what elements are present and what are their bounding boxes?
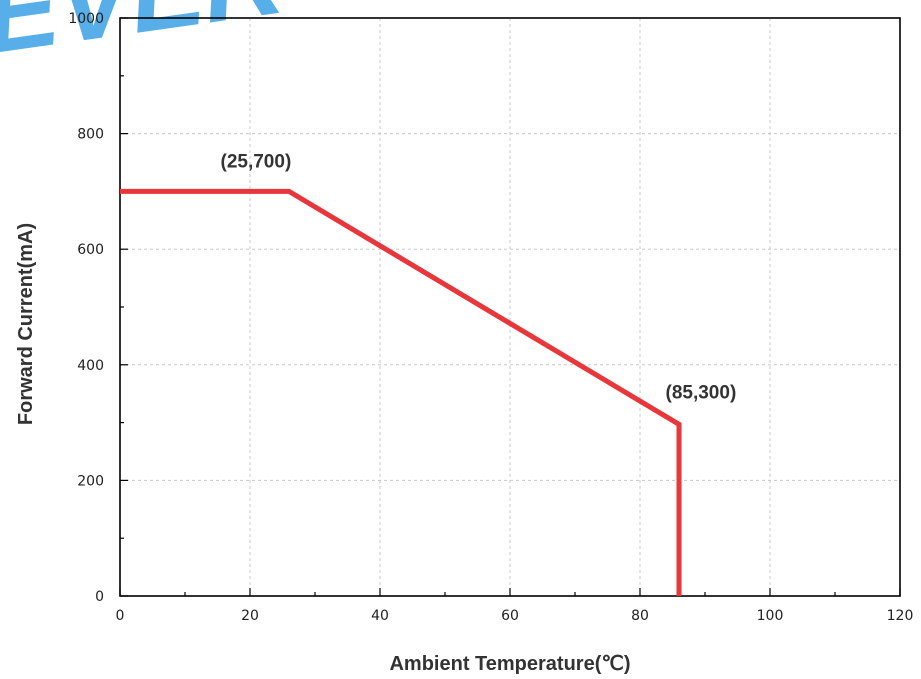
- x-tick-label: 120: [887, 608, 914, 624]
- y-tick-label: 0: [95, 589, 104, 605]
- y-axis-title: Forward Current(mA): [15, 223, 37, 425]
- data-annotation: (25,700): [221, 151, 292, 172]
- x-tick-label: 100: [757, 608, 784, 624]
- x-tick-label: 20: [241, 608, 259, 624]
- y-tick-label: 1000: [68, 11, 104, 27]
- y-tick-label: 400: [77, 358, 104, 374]
- x-axis-title: Ambient Temperature(℃): [389, 653, 630, 675]
- watermark-text: EVER: [0, 0, 290, 77]
- series-layer: [120, 188, 682, 596]
- y-tick-label: 200: [77, 473, 104, 489]
- x-tick-label: 40: [371, 608, 389, 624]
- x-tick-labels: 0 20 40 60 80 100 120: [116, 608, 914, 624]
- major-ticks: [119, 17, 901, 597]
- annotations: (25,700) (85,300): [221, 151, 737, 403]
- y-tick-label: 600: [77, 242, 104, 258]
- watermark: EVER: [0, 0, 290, 77]
- x-tick-label: 80: [631, 608, 649, 624]
- grid-lines: [120, 18, 900, 596]
- y-tick-labels: 0 200 400 600 800 1000: [68, 11, 104, 605]
- y-tick-label: 800: [77, 127, 104, 143]
- x-tick-label: 60: [501, 608, 519, 624]
- x-tick-label: 0: [116, 608, 125, 624]
- series-line: [120, 188, 682, 596]
- data-annotation: (85,300): [666, 383, 737, 404]
